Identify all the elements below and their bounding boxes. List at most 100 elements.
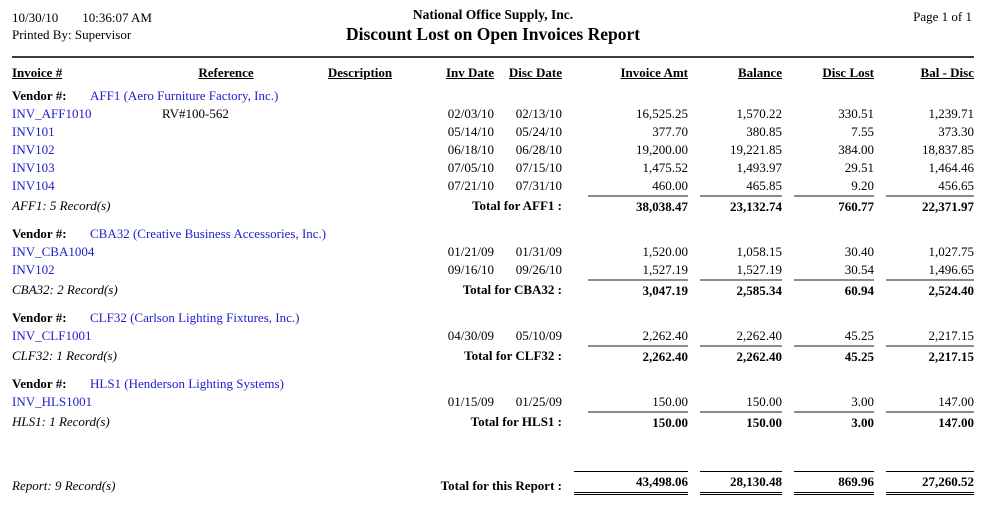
vendor-number-label: Vendor #: [12, 310, 67, 325]
balance-cell: 19,221.85 [730, 142, 782, 157]
report-page: 10/30/10 10:36:07 AM Printed By: Supervis… [12, 6, 974, 495]
disc-lost-cell: 29.51 [844, 160, 874, 175]
disc-lost-cell: 30.54 [844, 262, 874, 277]
bal-disc-cell: 1,464.46 [928, 160, 975, 175]
vendor-total-bal-disc: 2,524.40 [886, 279, 974, 299]
invoice-link[interactable]: INV103 [12, 160, 55, 175]
disc-lost-cell: 384.00 [838, 142, 874, 157]
vendor-name-link[interactable]: CBA32 (Creative Business Accessories, In… [90, 226, 327, 241]
balance-cell: 465.85 [746, 178, 782, 193]
bal-disc-cell: 147.00 [938, 394, 974, 409]
inv-date-cell: 07/05/10 [447, 160, 494, 175]
disc-date-cell: 02/13/10 [515, 106, 562, 121]
report-title: Discount Lost on Open Invoices Report [345, 24, 641, 44]
column-header-label: Disc Date [508, 65, 562, 80]
reference-cell: RV#100-562 [162, 106, 229, 121]
vendor-total-disc-lost: 3.00 [794, 411, 874, 431]
column-header-label: Description [327, 65, 393, 80]
invoice-amt-cell: 19,200.00 [636, 142, 688, 157]
vendor-total-balance: 2,585.34 [700, 279, 782, 299]
page-number: Page 1 of 1 [913, 9, 972, 24]
inv-date-cell: 01/15/09 [447, 394, 494, 409]
print-time: 10:36:07 AM [82, 10, 152, 25]
invoice-link[interactable]: INV102 [12, 142, 55, 157]
disc-date-cell: 06/28/10 [515, 142, 562, 157]
bal-disc-cell: 1,239.71 [928, 106, 975, 121]
invoice-link[interactable]: INV101 [12, 124, 55, 139]
column-header-label: Reference [198, 65, 254, 80]
disc-lost-cell: 7.55 [851, 124, 874, 139]
column-header-label: Invoice # [12, 65, 63, 80]
balance-cell: 1,493.97 [736, 160, 783, 175]
vendor-total-label: Total for CLF32 : [464, 348, 562, 363]
invoice-link[interactable]: INV_AFF1010 [12, 106, 92, 121]
page-header: 10/30/10 10:36:07 AM Printed By: Supervis… [12, 6, 974, 54]
column-header-label: Disc Lost [822, 65, 874, 80]
vendor-total-label: Total for HLS1 : [470, 414, 562, 429]
vendor-total-bal-disc: 2,217.15 [886, 345, 974, 365]
invoice-link[interactable]: INV104 [12, 178, 55, 193]
disc-date-cell: 07/31/10 [515, 178, 562, 193]
invoice-amt-cell: 1,527.19 [642, 262, 689, 277]
vendor-total-invoice-amt: 38,038.47 [588, 195, 688, 215]
report-total-disc-lost: 869.96 [794, 471, 874, 495]
inv-date-cell: 07/21/10 [447, 178, 494, 193]
group-spacer [12, 299, 974, 309]
column-header-balance: Balance [688, 65, 782, 87]
balance-cell: 1,527.19 [736, 262, 783, 277]
disc-lost-cell: 3.00 [851, 394, 874, 409]
vendor-total-disc-lost: 45.25 [794, 345, 874, 365]
vendor-total-label: Total for CBA32 : [462, 282, 562, 297]
print-date: 10/30/10 [12, 10, 59, 25]
vendor-total-invoice-amt: 150.00 [588, 411, 688, 431]
invoice-amt-cell: 16,525.25 [636, 106, 688, 121]
column-header-inv-date: Inv Date [430, 65, 494, 87]
disc-date-cell: 01/31/09 [515, 244, 562, 259]
column-header-invoice-amt: Invoice Amt [562, 65, 688, 87]
bal-disc-cell: 456.65 [938, 178, 974, 193]
report-record-count: Report: 9 Record(s) [12, 478, 116, 493]
group-spacer [12, 365, 974, 375]
column-header-label: Invoice Amt [620, 65, 688, 80]
report-grid: Invoice # Reference Description Inv Date Dis… [12, 65, 974, 495]
company-name: National Office Supply, Inc. [412, 7, 574, 22]
balance-cell: 150.00 [746, 394, 782, 409]
inv-date-cell: 06/18/10 [447, 142, 494, 157]
bal-disc-cell: 1,027.75 [928, 244, 975, 259]
vendor-name-link[interactable]: AFF1 (Aero Furniture Factory, Inc.) [90, 88, 279, 103]
column-header-disc-date: Disc Date [494, 65, 562, 87]
disc-date-cell: 05/24/10 [515, 124, 562, 139]
group-record-count: CLF32: 1 Record(s) [12, 348, 117, 363]
column-header-description: Description [290, 65, 430, 87]
report-total-bal-disc: 27,260.52 [886, 471, 974, 495]
disc-lost-cell: 330.51 [838, 106, 874, 121]
invoice-link[interactable]: INV102 [12, 262, 55, 277]
invoice-link[interactable]: INV_CBA1004 [12, 244, 95, 259]
invoice-amt-cell: 460.00 [652, 178, 688, 193]
report-total-invoice-amt: 43,498.06 [574, 471, 688, 495]
balance-cell: 1,570.22 [736, 106, 783, 121]
disc-lost-cell: 9.20 [851, 178, 874, 193]
disc-lost-cell: 30.40 [844, 244, 874, 259]
inv-date-cell: 04/30/09 [447, 328, 494, 343]
balance-cell: 1,058.15 [736, 244, 783, 259]
vendor-row: Vendor #: CLF32 (Carlson Lighting Fixture… [12, 309, 974, 327]
invoice-amt-cell: 1,475.52 [642, 160, 689, 175]
vendor-name-link[interactable]: CLF32 (Carlson Lighting Fixtures, Inc.) [90, 310, 300, 325]
vendor-total-invoice-amt: 2,262.40 [588, 345, 688, 365]
vendor-total-invoice-amt: 3,047.19 [588, 279, 688, 299]
report-total-balance: 28,130.48 [700, 471, 782, 495]
invoice-link[interactable]: INV_HLS1001 [12, 394, 93, 409]
header-left: 10/30/10 10:36:07 AM Printed By: Supervis… [12, 9, 152, 43]
report-total-spacer [12, 441, 974, 471]
invoice-amt-cell: 377.70 [652, 124, 688, 139]
vendor-total-disc-lost: 760.77 [794, 195, 874, 215]
vendor-name-link[interactable]: HLS1 (Henderson Lighting Systems) [90, 376, 284, 391]
vendor-number-label: Vendor #: [12, 226, 67, 241]
column-header-bal-disc: Bal - Disc [874, 65, 974, 87]
inv-date-cell: 02/03/10 [447, 106, 494, 121]
vendor-row: Vendor #: HLS1 (Henderson Lighting System… [12, 375, 974, 393]
header-divider [12, 56, 974, 58]
column-header-label: Balance [737, 65, 782, 80]
invoice-link[interactable]: INV_CLF1001 [12, 328, 92, 343]
